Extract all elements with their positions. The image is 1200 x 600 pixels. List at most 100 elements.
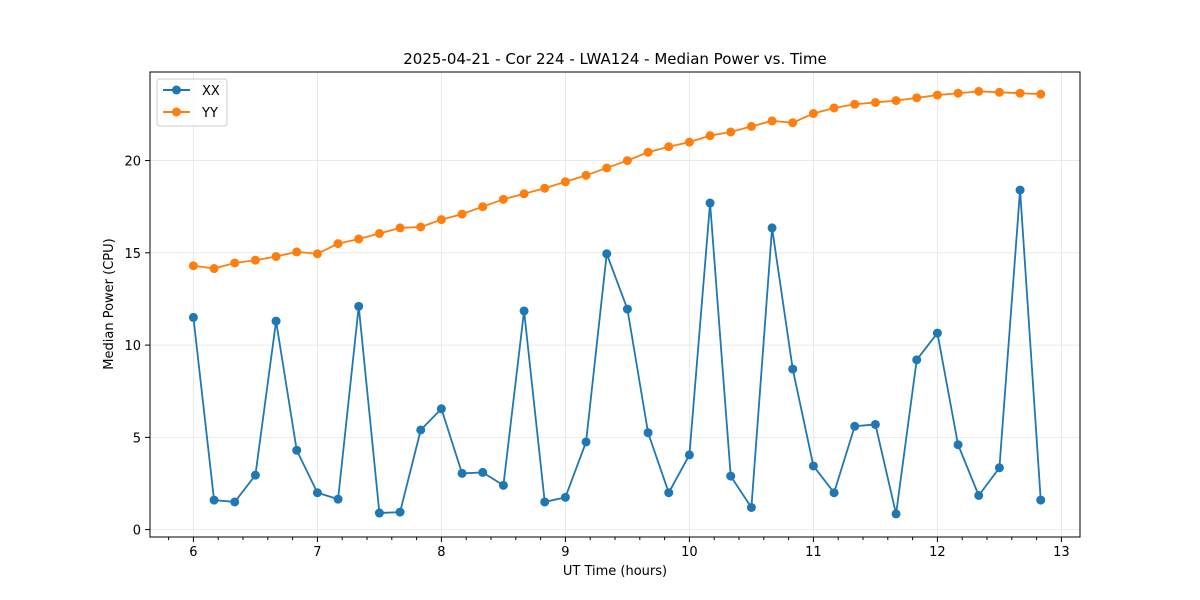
data-point-xx xyxy=(808,461,818,471)
data-point-yy xyxy=(416,222,426,232)
x-tick-label: 7 xyxy=(313,545,321,560)
grid-layer xyxy=(150,72,1080,537)
data-point-yy xyxy=(457,209,467,219)
data-point-yy xyxy=(209,264,219,274)
data-point-xx xyxy=(829,488,839,498)
data-point-yy xyxy=(292,247,302,257)
data-point-xx xyxy=(912,355,922,365)
data-point-xx xyxy=(953,440,963,450)
data-point-yy xyxy=(374,228,384,238)
data-point-yy xyxy=(726,127,736,137)
y-tick-label: 15 xyxy=(124,247,141,262)
x-axis-ticks: 6 7 8 9 10 11 12 13 xyxy=(168,537,1070,560)
chart-title: 2025-04-21 - Cor 224 - LWA124 - Median P… xyxy=(403,50,827,68)
series-layer xyxy=(188,86,1046,519)
legend-label-yy: YY xyxy=(201,106,218,121)
data-point-yy xyxy=(354,234,364,244)
data-point-yy xyxy=(519,189,529,199)
data-point-xx xyxy=(622,304,632,314)
data-point-yy xyxy=(994,87,1004,97)
data-point-xx xyxy=(416,425,426,435)
data-point-xx xyxy=(932,328,942,338)
data-point-xx xyxy=(746,502,756,512)
data-point-yy xyxy=(808,109,818,119)
data-point-yy xyxy=(333,239,343,249)
data-point-yy xyxy=(643,147,653,157)
data-point-xx xyxy=(994,463,1004,473)
data-point-yy xyxy=(788,118,798,128)
data-point-yy xyxy=(891,96,901,106)
data-point-yy xyxy=(746,121,756,131)
data-point-yy xyxy=(622,156,632,166)
data-point-yy xyxy=(850,99,860,109)
data-point-xx xyxy=(1036,495,1046,505)
x-tick-label: 8 xyxy=(437,545,445,560)
x-tick-label: 9 xyxy=(561,545,569,560)
data-point-xx xyxy=(581,437,591,447)
data-point-xx xyxy=(478,467,488,477)
y-axis-ticks: 0 5 10 15 20 xyxy=(124,155,150,539)
data-point-yy xyxy=(250,255,260,265)
x-axis-label: UT Time (hours) xyxy=(563,564,667,579)
data-point-yy xyxy=(478,202,488,212)
data-point-xx xyxy=(684,450,694,460)
data-point-yy xyxy=(188,261,198,271)
x-tick-label: 6 xyxy=(189,545,197,560)
data-point-xx xyxy=(602,249,612,259)
x-tick-label: 12 xyxy=(929,545,946,560)
data-point-yy xyxy=(953,88,963,98)
data-point-xx xyxy=(395,507,405,517)
y-tick-label: 5 xyxy=(133,431,141,446)
data-point-xx xyxy=(540,497,550,507)
data-point-yy xyxy=(581,170,591,180)
data-point-xx xyxy=(230,497,240,507)
y-tick-label: 0 xyxy=(133,524,141,539)
data-point-yy xyxy=(540,183,550,193)
data-point-yy xyxy=(271,252,281,262)
series-xx xyxy=(188,185,1046,519)
data-point-xx xyxy=(974,490,984,500)
data-point-xx xyxy=(1015,185,1025,195)
data-point-xx xyxy=(374,508,384,518)
legend-label-xx: XX xyxy=(202,84,220,99)
data-point-xx xyxy=(457,468,467,478)
data-point-xx xyxy=(767,223,777,233)
data-point-xx xyxy=(664,488,674,498)
series-yy xyxy=(188,86,1046,274)
y-tick-label: 20 xyxy=(124,155,141,170)
data-point-yy xyxy=(974,86,984,96)
data-point-xx xyxy=(788,364,798,374)
data-point-yy xyxy=(912,93,922,103)
data-point-xx xyxy=(726,471,736,481)
data-point-yy xyxy=(560,177,570,187)
data-point-xx xyxy=(560,492,570,502)
data-point-xx xyxy=(519,306,529,316)
legend-marker-yy xyxy=(172,107,181,117)
data-point-yy xyxy=(436,215,446,225)
data-point-yy xyxy=(705,131,715,141)
data-point-xx xyxy=(705,198,715,208)
data-point-xx xyxy=(312,488,322,498)
data-point-yy xyxy=(932,90,942,100)
data-point-yy xyxy=(1036,89,1046,99)
data-point-xx xyxy=(891,509,901,519)
data-point-yy xyxy=(395,223,405,233)
x-tick-label: 10 xyxy=(681,545,698,560)
x-tick-label: 11 xyxy=(805,545,822,560)
data-point-xx xyxy=(436,404,446,414)
data-point-xx xyxy=(250,470,260,480)
data-point-xx xyxy=(498,480,508,490)
data-point-xx xyxy=(271,316,281,326)
data-point-xx xyxy=(870,419,880,429)
data-point-xx xyxy=(643,428,653,438)
data-point-yy xyxy=(767,116,777,126)
data-point-yy xyxy=(230,258,240,268)
data-point-xx xyxy=(188,312,198,322)
data-point-xx xyxy=(850,421,860,431)
data-point-xx xyxy=(209,495,219,505)
data-point-xx xyxy=(354,301,364,311)
data-point-yy xyxy=(602,163,612,173)
data-point-xx xyxy=(333,494,343,504)
data-point-yy xyxy=(829,103,839,113)
